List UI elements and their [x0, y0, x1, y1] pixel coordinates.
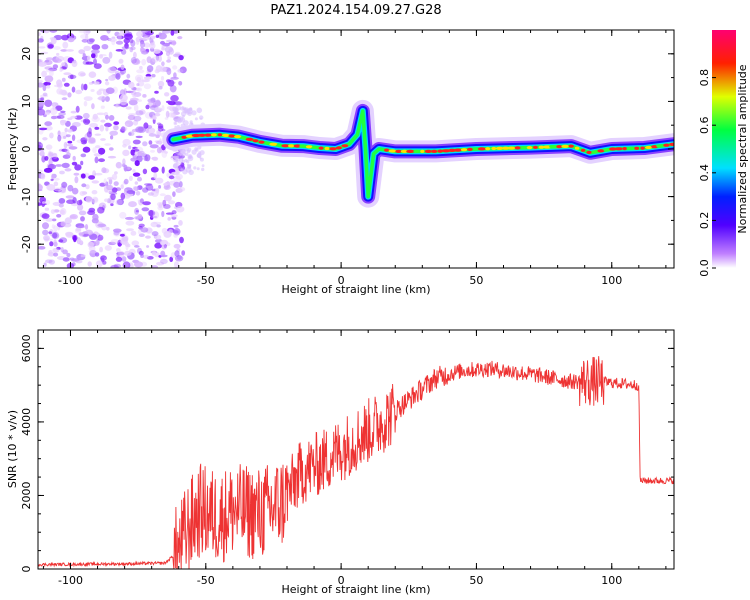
- snr-y-tick-label: 0: [20, 566, 33, 573]
- spectrogram-x-tick-label: 50: [469, 274, 483, 287]
- colorbar-tick-label: 0.4: [698, 164, 711, 182]
- snr-y-axis-label: SNR (10 * v/v): [6, 410, 19, 488]
- colorbar-ticks: 0.0 0.2 0.4 0.6 0.8: [698, 69, 716, 277]
- spectrogram-y-axis-label: Frequency (Hz): [6, 108, 19, 191]
- snr-series-line: [38, 356, 674, 569]
- snr-y-tick-label: 6000: [20, 334, 33, 362]
- snr-x-tick-label: -100: [58, 574, 83, 587]
- noise-speckles: [38, 30, 206, 268]
- colorbar: 0.0 0.2 0.4 0.6 0.8 Normalized spectral ampl…: [698, 30, 749, 277]
- colorbar-tick-label: 0.8: [698, 69, 711, 87]
- colorbar-tick-label: 0.0: [698, 259, 711, 277]
- spectrogram-y-tick-label: 0: [20, 146, 33, 153]
- colorbar-label: Normalized spectral amplitude: [736, 64, 749, 233]
- snr-frame: [37, 329, 675, 570]
- spectrogram-x-tick-label: 0: [338, 274, 345, 287]
- colorbar-tick-label: 0.6: [698, 116, 711, 134]
- trace-cyan: [170, 107, 674, 200]
- snr-y-tick-label: 2000: [20, 481, 33, 509]
- spectrogram-x-tick-label: -50: [197, 274, 215, 287]
- spectrogram-y-tick-label: -10: [20, 188, 33, 206]
- spectrogram-y-tick-label: 20: [20, 47, 33, 61]
- spectrogram-x-axis-label: Height of straight line (km): [281, 283, 430, 296]
- trace-hotspots: [181, 133, 674, 154]
- colorbar-tick-label: 0.2: [698, 212, 711, 230]
- colorbar-gradient: [712, 30, 736, 268]
- snr-panel: -100 -50 0 50 100 0 2000 4000 6000 Height of str…: [6, 329, 675, 596]
- spectrogram-x-tick-label: 100: [601, 274, 622, 287]
- snr-plot-area: [38, 356, 674, 569]
- snr-x-tick-label: 100: [601, 574, 622, 587]
- snr-x-tick-label: 50: [469, 574, 483, 587]
- snr-x-tick-label: -50: [197, 574, 215, 587]
- figure-title: PAZ1.2024.154.09.27.G28: [270, 3, 441, 18]
- snr-x-tick-label: 0: [338, 574, 345, 587]
- snr-axes: -100 -50 0 50 100 0 2000 4000 6000: [20, 329, 674, 587]
- spectrogram-y-tick-label: 10: [20, 94, 33, 108]
- spectrogram-y-tick-label: -20: [20, 235, 33, 253]
- spectrogram-plot-area: [38, 30, 674, 268]
- spectrogram-x-tick-label: -100: [58, 274, 83, 287]
- snr-y-tick-label: 4000: [20, 408, 33, 436]
- snr-x-axis-label: Height of straight line (km): [281, 583, 430, 596]
